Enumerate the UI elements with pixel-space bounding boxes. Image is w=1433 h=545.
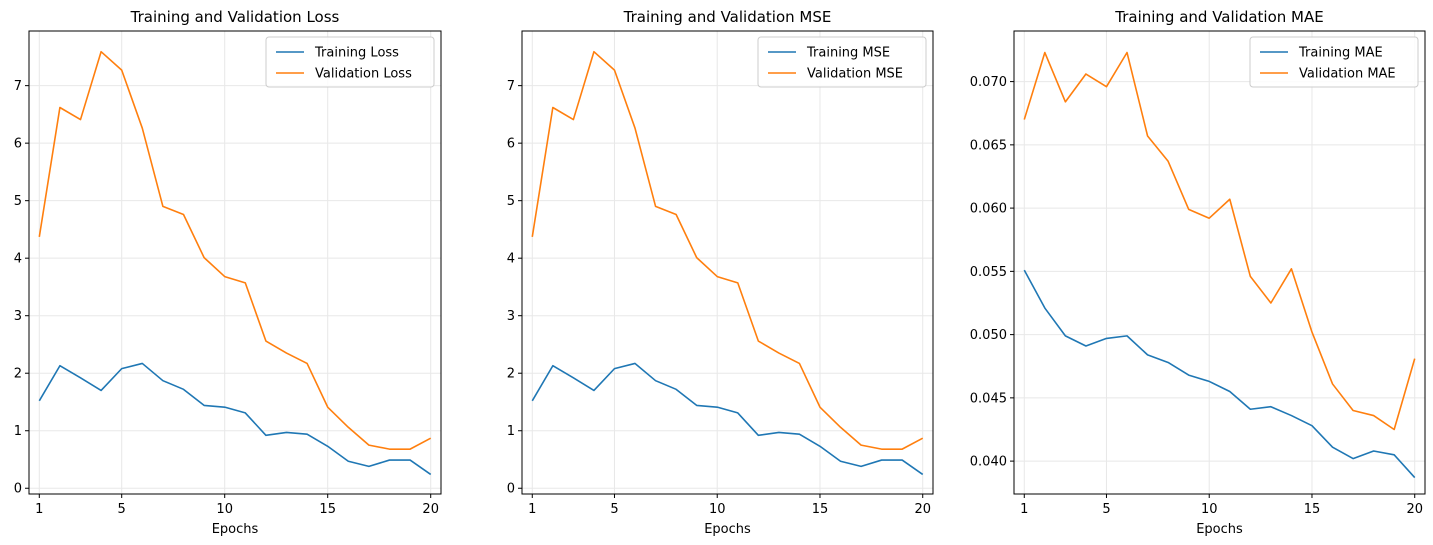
mse-x-tick-label: 1 <box>528 502 536 517</box>
mse-y-tick-label: 0 <box>507 482 515 497</box>
mse-y-tick-label: 2 <box>507 367 515 382</box>
loss-axes-frame <box>28 30 442 495</box>
loss-y-tick-label: 7 <box>14 79 22 94</box>
mse-axes-frame <box>521 30 934 495</box>
mse-y-tick-label: 1 <box>507 424 515 439</box>
mae-legend-box <box>1249 36 1419 88</box>
loss-y-tick-label: 3 <box>14 309 22 324</box>
mse-legend-label: Validation MSE <box>807 67 903 82</box>
loss-y-tick-label: 2 <box>14 367 22 382</box>
mae-legend-label: Training MAE <box>1298 46 1383 61</box>
mse-y-tick-label: 4 <box>507 252 515 267</box>
loss-x-axis-label: Epochs <box>212 522 259 537</box>
loss-grid <box>29 31 441 494</box>
mse-legend-label: Training MSE <box>806 46 890 61</box>
mae-chart: 1 5 10 15 200.0400.0450.0500.0550.0600.0650.… <box>970 8 1426 537</box>
mse-series-line-training <box>531 362 924 476</box>
loss-y-tick-label: 4 <box>14 252 22 267</box>
mae-y-tick-label: 0.055 <box>970 265 1007 280</box>
loss-x-tick-label: 5 <box>118 502 126 517</box>
mae-series-line-training <box>1023 269 1416 479</box>
mae-x-tick-label: 1 <box>1020 502 1028 517</box>
loss-x-tick-label: 10 <box>216 502 233 517</box>
mse-legend: Training MSE Validation MSE <box>757 36 927 88</box>
loss-x-tick-label: 1 <box>35 502 43 517</box>
mse-x-tick-label: 5 <box>610 502 618 517</box>
mae-x-tick-label: 5 <box>1102 502 1110 517</box>
mae-y-tick-label: 0.065 <box>970 138 1007 153</box>
mse-y-tick-label: 6 <box>507 137 515 152</box>
mae-x-tick-label: 20 <box>1406 502 1423 517</box>
mae-x-tick-label: 10 <box>1201 502 1218 517</box>
mae-x-tick-label: 15 <box>1304 502 1321 517</box>
loss-y-tick-label: 1 <box>14 424 22 439</box>
mae-y-tick-label: 0.045 <box>970 391 1007 406</box>
mse-y-tick-label: 7 <box>507 79 515 94</box>
loss-x-tick-label: 20 <box>422 502 439 517</box>
mse-grid <box>522 31 933 494</box>
mse-legend-box <box>757 36 927 88</box>
mse-y-tick-label: 3 <box>507 309 515 324</box>
mae-legend: Training MAE Validation MAE <box>1249 36 1419 88</box>
loss-chart-title: Training and Validation Loss <box>130 8 340 26</box>
mse-x-tick-label: 15 <box>812 502 829 517</box>
loss-series-line-training <box>38 362 432 476</box>
mae-y-tick-label: 0.060 <box>970 202 1007 217</box>
mse-x-tick-label: 10 <box>709 502 726 517</box>
mae-grid <box>1014 31 1425 494</box>
loss-series-line-validation <box>38 50 432 450</box>
mae-legend-label: Validation MAE <box>1299 67 1396 82</box>
loss-y-tick-label: 5 <box>14 194 22 209</box>
mae-x-axis-label: Epochs <box>1196 522 1243 537</box>
mae-y-tick-label: 0.070 <box>970 75 1007 90</box>
loss-y-tick-label: 6 <box>14 137 22 152</box>
mse-y-tick-label: 5 <box>507 194 515 209</box>
loss-x-tick-label: 15 <box>319 502 336 517</box>
mae-series-line-validation <box>1023 51 1416 431</box>
loss-legend-label: Validation Loss <box>315 67 412 82</box>
mae-y-tick-label: 0.040 <box>970 455 1007 470</box>
mse-x-axis-label: Epochs <box>704 522 751 537</box>
mae-y-tick-label: 0.050 <box>970 328 1007 343</box>
mse-series-line-validation <box>531 50 924 450</box>
mae-chart-title: Training and Validation MAE <box>1114 8 1323 26</box>
loss-legend-box <box>265 36 435 88</box>
mse-chart-title: Training and Validation MSE <box>623 8 832 26</box>
mse-x-tick-label: 20 <box>914 502 931 517</box>
mae-axes-frame <box>1013 30 1426 495</box>
loss-y-tick-label: 0 <box>14 482 22 497</box>
loss-legend: Training Loss Validation Loss <box>265 36 435 88</box>
loss-legend-label: Training Loss <box>314 46 399 61</box>
